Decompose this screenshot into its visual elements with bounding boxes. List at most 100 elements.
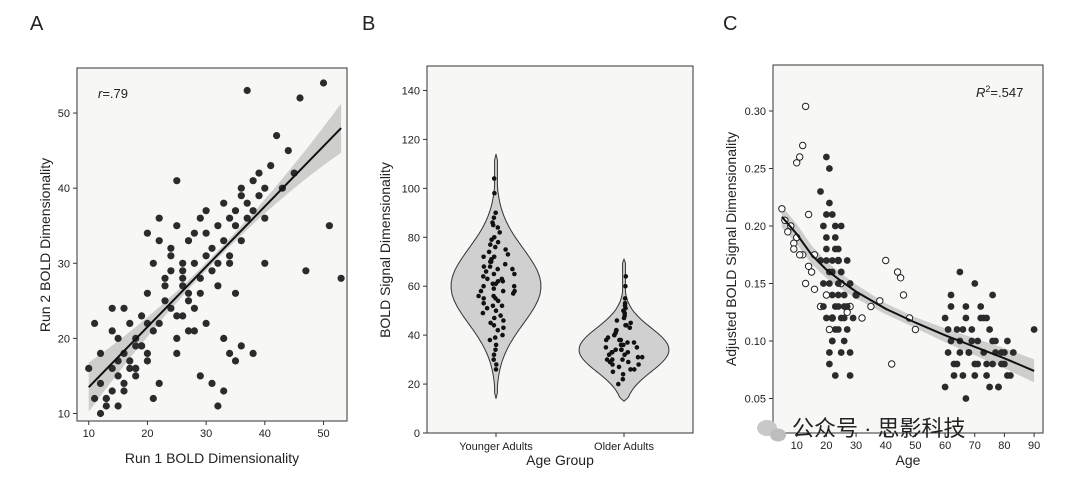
panel-a-point	[114, 372, 122, 380]
panel-a-point	[85, 364, 93, 372]
panel-a-point	[220, 334, 228, 342]
panel-b-point	[620, 372, 626, 377]
panel-a-point	[249, 177, 257, 185]
panel-c-filled-point	[828, 291, 836, 299]
panel-c-filled-point	[986, 326, 993, 333]
panel-c-filled-point	[837, 222, 845, 230]
panel-b-point	[481, 274, 486, 279]
panel-c-filled-point	[834, 280, 842, 287]
panel-c-filled-point	[823, 314, 830, 322]
panel-b-point	[605, 335, 611, 340]
panel-a-point	[214, 402, 222, 410]
panel-c-filled-point	[962, 303, 970, 310]
panel-b: B 0 20 40 60 80 100 120 140 Younger Adults Older…	[362, 13, 694, 468]
panel-b-point	[491, 357, 497, 362]
panel-a-point	[190, 259, 198, 267]
panel-b-point	[505, 252, 511, 257]
panel-c-filled-point	[826, 360, 833, 368]
panel-a-point	[155, 319, 163, 327]
panel-b-point	[511, 283, 517, 289]
panel-b-point	[623, 283, 628, 289]
panel-a-point	[184, 327, 193, 335]
panel-c-y-ticks: 0.05 0.10 0.15 0.20 0.25 0.30	[745, 106, 773, 406]
panel-a-point	[179, 274, 187, 282]
panel-c-filled-point	[953, 326, 961, 333]
panel-a-point	[149, 394, 157, 403]
panel-a-point	[196, 274, 204, 282]
panel-b-point	[494, 362, 499, 367]
panel-b-point	[499, 303, 505, 309]
panel-b-point	[497, 230, 503, 235]
panel-c-filled-point	[840, 291, 848, 299]
panel-b-point	[503, 247, 508, 252]
panel-b-violin-younger	[450, 153, 542, 399]
panel-c-filled-point	[971, 372, 979, 379]
panel-b-point	[492, 315, 497, 321]
panel-c-x-tick-label: 50	[909, 440, 921, 452]
panel-c-open-point	[801, 279, 810, 288]
panel-a-x-tick-label: 30	[200, 428, 212, 440]
panel-a-y-tick-label: 10	[58, 408, 70, 420]
panel-b-point	[491, 271, 497, 277]
panel-a-point	[243, 86, 251, 95]
panel-c-y-tick-label: 0.30	[745, 106, 766, 118]
panel-b-point	[491, 286, 497, 291]
panel-a-point	[143, 349, 151, 357]
panel-c-filled-point	[823, 234, 830, 241]
panel-c-filled-point	[831, 245, 839, 253]
panel-a-point	[190, 229, 198, 237]
panel-a-point	[102, 402, 110, 410]
panel-b-point	[614, 318, 620, 323]
panel-c-filled-point	[1009, 349, 1017, 356]
panel-c-filled-point	[968, 326, 976, 333]
panel-b-point	[639, 354, 645, 360]
panel-a-point	[237, 184, 245, 192]
panel-a-point	[167, 244, 175, 252]
panel-a-point	[202, 207, 210, 215]
panel-c-x-tick-label: 10	[791, 440, 803, 452]
panel-b-point	[626, 359, 631, 365]
panel-b-point	[493, 347, 498, 353]
panel-c-filled-point	[1001, 349, 1008, 356]
panel-a-point	[226, 214, 234, 222]
panel-c-letter: C	[723, 13, 737, 35]
panel-c-filled-point	[944, 349, 952, 356]
panel-a-point	[167, 252, 175, 260]
panel-c-filled-point	[831, 222, 839, 230]
panel-b-point	[488, 259, 493, 265]
panel-b-point	[501, 325, 506, 331]
panel-c-filled-point	[840, 303, 848, 310]
panel-c-filled-point	[971, 280, 979, 287]
panel-a-point	[161, 274, 169, 282]
panel-b-point	[487, 264, 493, 269]
panel-c-filled-point	[828, 257, 836, 264]
panel-c-open-point	[876, 297, 884, 305]
panel-c-open-point	[801, 102, 810, 111]
panel-c-filled-point	[950, 372, 958, 379]
panel-c-y-tick-label: 0.20	[745, 221, 766, 233]
panel-b-point	[623, 274, 629, 279]
panel-b-point	[476, 293, 481, 299]
panel-a-point	[237, 192, 245, 200]
panel-c-x-label: Age	[896, 452, 921, 468]
panel-c-filled-point	[941, 314, 949, 322]
panel-c-open-point	[796, 251, 804, 259]
panel-c-filled-point	[826, 199, 833, 207]
panel-c-filled-point	[989, 360, 996, 368]
panel-b-point	[622, 352, 627, 358]
panel-a-point	[91, 319, 99, 327]
panel-a-point	[255, 169, 263, 177]
panel-a-point	[108, 387, 116, 395]
panel-b-point	[622, 296, 628, 301]
panel-b-point	[616, 364, 622, 370]
panel-a-point	[184, 237, 193, 245]
panel-c-filled-point	[962, 314, 970, 322]
panel-b-y-tick-label: 40	[408, 330, 420, 342]
panel-b-point	[481, 283, 486, 289]
panel-c-filled-point	[834, 303, 842, 310]
panel-c-filled-point	[846, 349, 854, 356]
panel-a-point	[202, 319, 210, 327]
panel-b-point	[627, 325, 633, 331]
panel-b-point	[635, 354, 641, 360]
panel-b-point	[481, 264, 487, 269]
